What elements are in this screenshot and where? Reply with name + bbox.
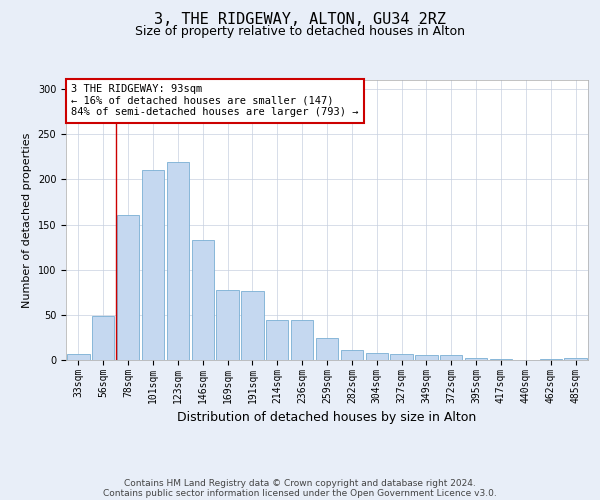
Text: Contains HM Land Registry data © Crown copyright and database right 2024.: Contains HM Land Registry data © Crown c… bbox=[124, 478, 476, 488]
Bar bbox=[117, 214, 139, 360]
Bar bbox=[415, 354, 437, 360]
Text: 3 THE RIDGEWAY: 93sqm
← 16% of detached houses are smaller (147)
84% of semi-det: 3 THE RIDGEWAY: 93sqm ← 16% of detached … bbox=[71, 84, 359, 117]
X-axis label: Distribution of detached houses by size in Alton: Distribution of detached houses by size … bbox=[178, 411, 476, 424]
Bar bbox=[142, 170, 164, 360]
Bar bbox=[67, 354, 89, 360]
Bar bbox=[316, 338, 338, 360]
Bar bbox=[539, 359, 562, 360]
Bar bbox=[217, 290, 239, 360]
Bar bbox=[365, 353, 388, 360]
Text: 3, THE RIDGEWAY, ALTON, GU34 2RZ: 3, THE RIDGEWAY, ALTON, GU34 2RZ bbox=[154, 12, 446, 28]
Bar bbox=[291, 320, 313, 360]
Bar bbox=[241, 292, 263, 360]
Bar bbox=[92, 316, 115, 360]
Text: Size of property relative to detached houses in Alton: Size of property relative to detached ho… bbox=[135, 25, 465, 38]
Bar bbox=[391, 354, 413, 360]
Y-axis label: Number of detached properties: Number of detached properties bbox=[22, 132, 32, 308]
Bar bbox=[490, 359, 512, 360]
Bar bbox=[167, 162, 189, 360]
Bar bbox=[440, 356, 463, 360]
Bar bbox=[266, 320, 289, 360]
Bar bbox=[341, 350, 363, 360]
Text: Contains public sector information licensed under the Open Government Licence v3: Contains public sector information licen… bbox=[103, 488, 497, 498]
Bar bbox=[191, 240, 214, 360]
Bar bbox=[465, 358, 487, 360]
Bar bbox=[565, 358, 587, 360]
